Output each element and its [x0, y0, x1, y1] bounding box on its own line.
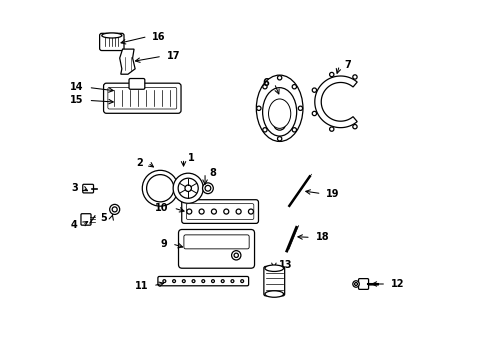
FancyBboxPatch shape — [186, 204, 253, 220]
Circle shape — [231, 251, 241, 260]
FancyBboxPatch shape — [103, 83, 181, 113]
Circle shape — [240, 280, 243, 283]
FancyBboxPatch shape — [158, 276, 248, 286]
Text: 16: 16 — [152, 32, 165, 41]
Circle shape — [262, 128, 266, 132]
Circle shape — [292, 85, 296, 89]
Ellipse shape — [256, 75, 303, 141]
Text: 19: 19 — [325, 189, 339, 199]
Polygon shape — [120, 49, 135, 74]
Circle shape — [352, 281, 359, 287]
Circle shape — [192, 280, 195, 283]
Text: 10: 10 — [155, 203, 168, 213]
Circle shape — [142, 170, 178, 206]
Circle shape — [221, 280, 224, 283]
Ellipse shape — [102, 33, 122, 38]
Circle shape — [352, 125, 356, 129]
Circle shape — [202, 183, 213, 194]
Text: 15: 15 — [70, 95, 83, 105]
Circle shape — [312, 111, 316, 116]
Text: 2: 2 — [136, 158, 142, 168]
Ellipse shape — [268, 99, 290, 129]
FancyBboxPatch shape — [82, 184, 93, 193]
Text: 12: 12 — [390, 279, 404, 289]
Circle shape — [234, 253, 238, 257]
Circle shape — [178, 178, 198, 198]
Text: 17: 17 — [166, 51, 180, 61]
FancyBboxPatch shape — [264, 266, 284, 296]
Circle shape — [312, 88, 316, 92]
Circle shape — [329, 127, 333, 131]
Circle shape — [230, 280, 233, 283]
Text: 6: 6 — [263, 78, 269, 88]
Text: 5: 5 — [100, 213, 107, 222]
Circle shape — [262, 85, 266, 89]
Text: 9: 9 — [161, 239, 167, 249]
Circle shape — [199, 209, 203, 214]
Circle shape — [277, 136, 281, 141]
FancyBboxPatch shape — [182, 200, 258, 224]
Circle shape — [186, 209, 191, 214]
Circle shape — [277, 76, 281, 80]
Text: 3: 3 — [71, 183, 78, 193]
FancyBboxPatch shape — [81, 214, 91, 225]
Circle shape — [146, 175, 174, 202]
Text: 13: 13 — [278, 260, 291, 270]
Circle shape — [184, 185, 191, 192]
Circle shape — [292, 128, 296, 132]
Circle shape — [352, 75, 356, 79]
Circle shape — [256, 106, 261, 111]
Text: 8: 8 — [209, 168, 216, 178]
FancyBboxPatch shape — [108, 87, 176, 109]
Circle shape — [224, 209, 228, 214]
Text: 1: 1 — [188, 153, 195, 163]
Circle shape — [163, 280, 165, 283]
Circle shape — [173, 173, 203, 203]
Text: 14: 14 — [70, 82, 83, 93]
Text: 7: 7 — [344, 60, 350, 70]
Circle shape — [236, 209, 241, 214]
Circle shape — [172, 280, 175, 283]
Ellipse shape — [264, 265, 283, 271]
Circle shape — [109, 204, 120, 215]
Ellipse shape — [264, 291, 283, 297]
Circle shape — [211, 209, 216, 214]
FancyBboxPatch shape — [178, 229, 254, 268]
Circle shape — [354, 283, 357, 285]
Text: 18: 18 — [315, 232, 328, 242]
Polygon shape — [314, 76, 356, 128]
Circle shape — [202, 280, 204, 283]
Circle shape — [298, 106, 302, 111]
Circle shape — [273, 119, 285, 130]
FancyBboxPatch shape — [183, 235, 249, 249]
FancyBboxPatch shape — [129, 78, 144, 89]
Text: 11: 11 — [135, 281, 148, 291]
Circle shape — [204, 185, 210, 191]
Circle shape — [329, 72, 333, 77]
Circle shape — [182, 280, 185, 283]
Circle shape — [248, 209, 253, 214]
Ellipse shape — [262, 87, 296, 136]
Circle shape — [112, 207, 117, 212]
Text: 4: 4 — [71, 220, 78, 230]
FancyBboxPatch shape — [358, 279, 368, 289]
Circle shape — [211, 280, 214, 283]
FancyBboxPatch shape — [100, 33, 124, 50]
